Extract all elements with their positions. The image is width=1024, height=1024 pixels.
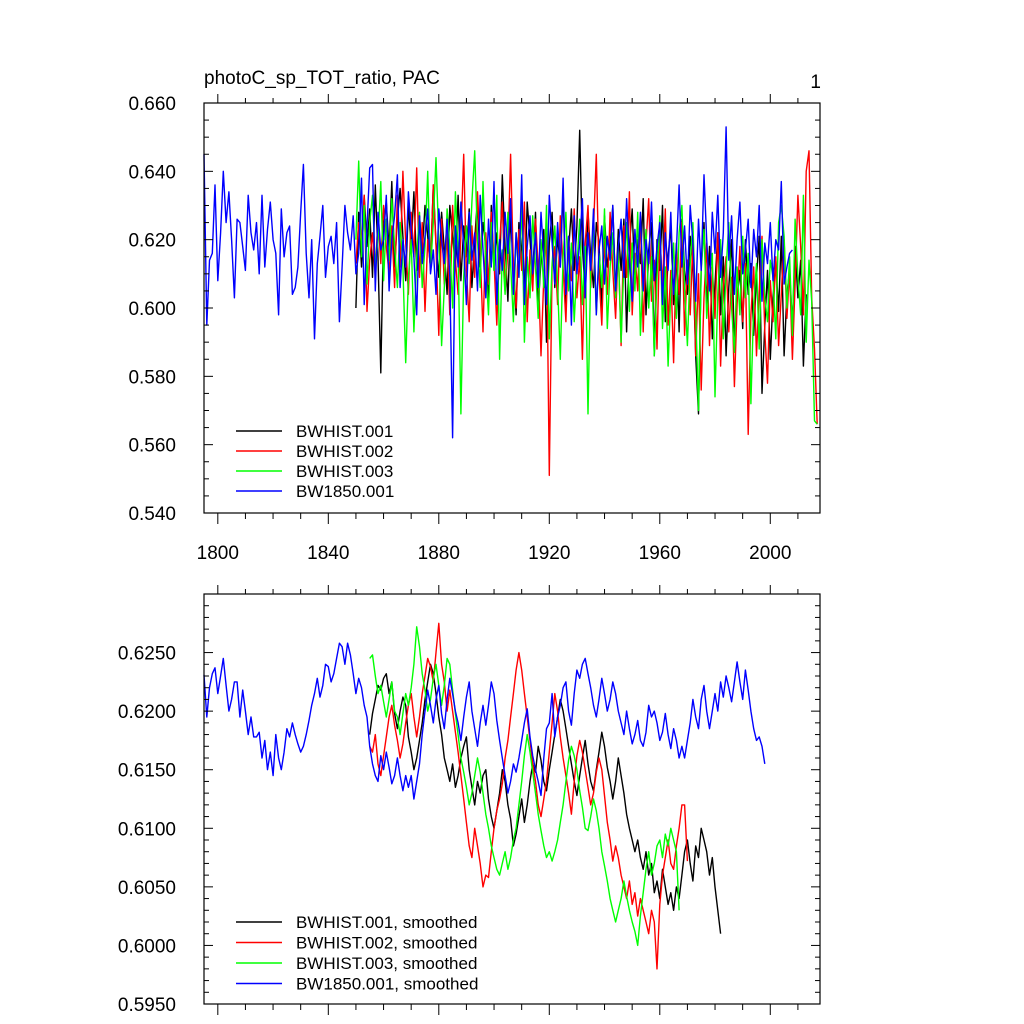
- top-y-tick-label: 0.620: [128, 231, 176, 252]
- bottom-y-tick-label: 0.6050: [118, 878, 176, 899]
- bottom-y-tick-label: 0.6100: [118, 819, 176, 840]
- bottom-series-bwhist-001-smoothed: [369, 663, 722, 934]
- top-x-tick-label: 2000: [749, 543, 791, 564]
- bottom-series-bwhist-003-smoothed: [369, 626, 680, 947]
- bottom-y-tick-label: 0.6000: [118, 936, 176, 957]
- top-axis-ticks: [204, 94, 820, 524]
- panel-number: 1: [810, 72, 821, 93]
- bottom-plot-frame: [203, 593, 821, 1005]
- bottom-y-tick-label: 0.6250: [118, 644, 176, 665]
- top-y-tick-label: 0.580: [128, 367, 176, 388]
- top-series-bwhist-002: [355, 150, 818, 477]
- top-x-tick-label: 1880: [418, 543, 460, 564]
- top-y-tick-label: 0.540: [128, 504, 176, 525]
- top-x-tick-label: 1960: [639, 543, 681, 564]
- bottom-y-tick-label: 0.6150: [118, 761, 176, 782]
- bottom-legend: BWHIST.001, smoothed BWHIST.002, smoothed…: [236, 913, 478, 994]
- bottom-legend-label-bwhist-001-smoothed: BWHIST.001, smoothed: [296, 913, 477, 932]
- top-legend-label-bwhist-002: BWHIST.002: [296, 442, 393, 461]
- top-x-tick-label: 1920: [528, 543, 570, 564]
- top-y-tick-label: 0.640: [128, 162, 176, 183]
- bottom-series-bw1850-001-smoothed: [203, 642, 766, 800]
- top-panel: photoC_sp_TOT_ratio, PAC 1 0.5400.5600.5…: [128, 68, 821, 564]
- top-x-tick-labels: 1800 1840 1880 1920 1960 2000: [197, 543, 792, 564]
- top-legend-label-bw1850-001: BW1850.001: [296, 482, 394, 501]
- top-x-tick-label: 1840: [307, 543, 349, 564]
- bottom-axis-ticks: [204, 585, 820, 1015]
- top-y-tick-label: 0.560: [128, 436, 176, 457]
- bottom-legend-label-bwhist-002-smoothed: BWHIST.002, smoothed: [296, 934, 477, 953]
- bottom-y-tick-label: 0.6200: [118, 702, 176, 723]
- top-y-tick-label: 0.660: [128, 94, 176, 115]
- bottom-series-group: [203, 622, 766, 970]
- top-series-bwhist-003: [355, 150, 818, 425]
- bottom-legend-label-bw1850-001-smoothed: BW1850.001, smoothed: [296, 975, 478, 994]
- panel-title: photoC_sp_TOT_ratio, PAC: [204, 68, 440, 89]
- top-series-group: [203, 126, 818, 477]
- top-legend-label-bwhist-003: BWHIST.003: [296, 462, 393, 481]
- bottom-panel: 0.5950 0.6000 0.6050 0.6100 0.6150 0.6200 0.62…: [118, 585, 821, 1016]
- bottom-legend-label-bwhist-003-smoothed: BWHIST.003, smoothed: [296, 954, 477, 973]
- bottom-y-tick-label: 0.5950: [118, 995, 176, 1016]
- top-series-bw1850-001: [203, 126, 793, 439]
- top-y-tick-label: 0.600: [128, 299, 176, 320]
- top-legend-label-bwhist-001: BWHIST.001: [296, 422, 393, 441]
- top-y-tick-labels: 0.540 0.560 0.580 0.600 0.620 0.640 0.660: [128, 94, 176, 525]
- bottom-y-tick-labels: 0.5950 0.6000 0.6050 0.6100 0.6150 0.6200 0.62…: [118, 644, 176, 1016]
- top-x-tick-label: 1800: [197, 543, 239, 564]
